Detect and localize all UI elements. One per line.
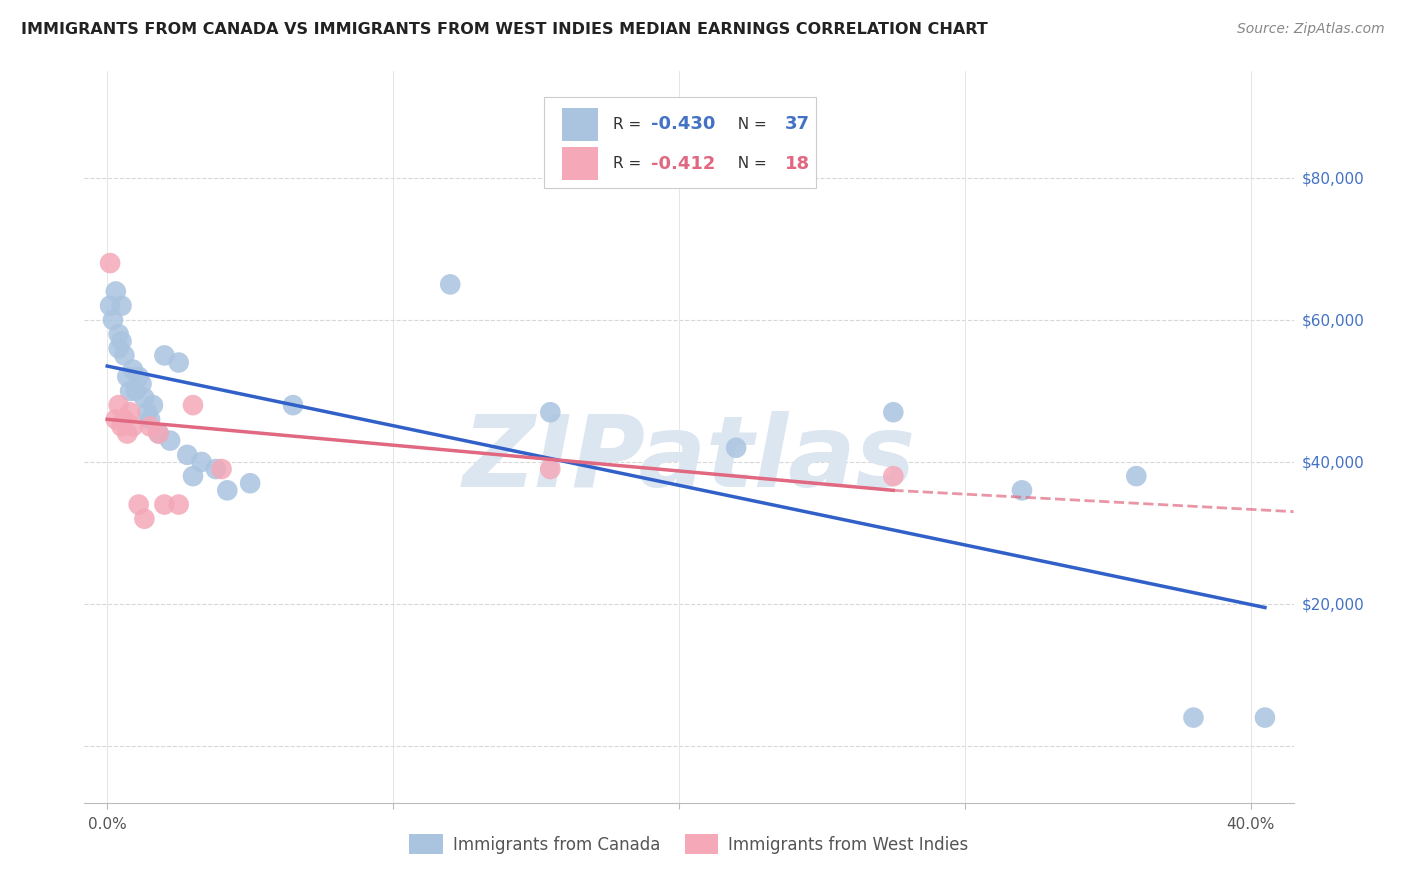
Point: [882, 469, 904, 483]
Point: [98, 256, 121, 270]
Point: [142, 398, 165, 412]
Point: [134, 391, 156, 405]
Text: N =: N =: [728, 156, 772, 171]
Point: [120, 384, 142, 398]
Point: [104, 285, 127, 299]
Point: [538, 462, 561, 476]
Point: [131, 376, 153, 391]
Text: -0.430: -0.430: [651, 115, 716, 133]
Point: [134, 512, 156, 526]
FancyBboxPatch shape: [544, 97, 815, 188]
Text: Source: ZipAtlas.com: Source: ZipAtlas.com: [1237, 22, 1385, 37]
Point: [190, 455, 212, 469]
Text: R =: R =: [613, 156, 645, 171]
Point: [104, 412, 127, 426]
Point: [167, 498, 190, 512]
Text: IMMIGRANTS FROM CANADA VS IMMIGRANTS FROM WEST INDIES MEDIAN EARNINGS CORRELATIO: IMMIGRANTS FROM CANADA VS IMMIGRANTS FRO…: [21, 22, 988, 37]
Point: [101, 313, 124, 327]
Point: [1254, 710, 1277, 724]
Point: [98, 299, 121, 313]
Point: [125, 384, 148, 398]
Point: [153, 498, 176, 512]
Point: [153, 348, 176, 362]
Point: [1011, 483, 1033, 498]
Point: [110, 334, 132, 349]
Point: [122, 362, 145, 376]
Text: ZIPatlas: ZIPatlas: [463, 410, 915, 508]
Point: [148, 426, 170, 441]
Point: [725, 441, 748, 455]
Point: [181, 398, 204, 412]
Point: [122, 419, 145, 434]
Point: [176, 448, 198, 462]
FancyBboxPatch shape: [562, 108, 599, 141]
Point: [211, 462, 233, 476]
Text: 37: 37: [785, 115, 810, 133]
Point: [538, 405, 561, 419]
Point: [110, 419, 132, 434]
Point: [159, 434, 181, 448]
Point: [112, 412, 135, 426]
Point: [239, 476, 262, 491]
Point: [136, 405, 159, 419]
Point: [107, 327, 129, 342]
Point: [128, 498, 150, 512]
Point: [217, 483, 239, 498]
Point: [148, 426, 170, 441]
Text: R =: R =: [613, 117, 645, 132]
Point: [167, 355, 190, 369]
Point: [1125, 469, 1147, 483]
Point: [107, 398, 129, 412]
Point: [115, 369, 138, 384]
Point: [181, 469, 204, 483]
Point: [205, 462, 228, 476]
Point: [112, 348, 135, 362]
Point: [120, 405, 142, 419]
Point: [281, 398, 304, 412]
Point: [115, 426, 138, 441]
Text: 18: 18: [785, 154, 810, 173]
Point: [139, 419, 162, 434]
Point: [139, 412, 162, 426]
Text: N =: N =: [728, 117, 772, 132]
FancyBboxPatch shape: [562, 147, 599, 180]
Point: [439, 277, 461, 292]
Text: -0.412: -0.412: [651, 154, 716, 173]
Point: [1182, 710, 1205, 724]
Point: [110, 299, 132, 313]
Point: [128, 369, 150, 384]
Point: [882, 405, 904, 419]
Legend: Immigrants from Canada, Immigrants from West Indies: Immigrants from Canada, Immigrants from …: [402, 828, 976, 860]
Point: [107, 341, 129, 355]
